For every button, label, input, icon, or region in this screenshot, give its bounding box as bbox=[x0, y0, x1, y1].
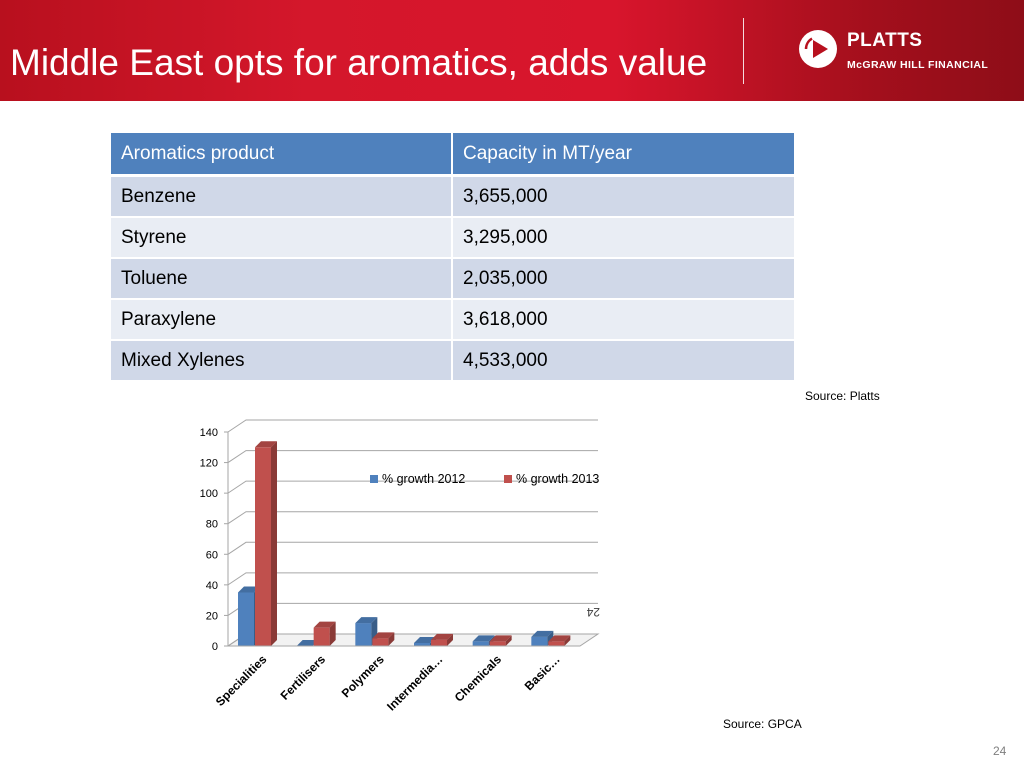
bar-top bbox=[489, 635, 512, 642]
y-tick-label: 140 bbox=[200, 427, 218, 439]
bar-top bbox=[313, 621, 336, 628]
x-tick-label: Specialities bbox=[213, 652, 270, 709]
bar-front bbox=[238, 592, 254, 646]
bar-2013 bbox=[313, 621, 336, 646]
y-tick-label: 20 bbox=[206, 610, 218, 622]
header-divider bbox=[743, 18, 744, 84]
table-cell: 2,035,000 bbox=[452, 258, 794, 300]
mirrored-annotation: 24 bbox=[586, 605, 600, 619]
bar-top bbox=[238, 586, 260, 593]
bar-top bbox=[255, 441, 277, 448]
gridline bbox=[227, 450, 598, 463]
bar-top bbox=[548, 635, 571, 642]
gridline bbox=[227, 541, 598, 555]
table-cell: Mixed Xylenes bbox=[111, 340, 453, 382]
y-tick-label: 100 bbox=[200, 488, 218, 500]
bar-front bbox=[548, 641, 565, 646]
y-tick-label: 0 bbox=[212, 641, 218, 653]
chart-legend: % growth 2012 % growth 2013 bbox=[370, 472, 599, 486]
legend-label: % growth 2012 bbox=[382, 472, 465, 486]
table-cell: 4,533,000 bbox=[452, 340, 794, 382]
bar-front bbox=[355, 623, 372, 646]
table-cell: Toluene bbox=[111, 258, 453, 300]
gridline bbox=[227, 602, 598, 616]
bar-side bbox=[505, 635, 512, 646]
play-icon bbox=[799, 30, 837, 68]
table-cell: 3,618,000 bbox=[452, 299, 794, 341]
header-banner bbox=[0, 0, 1024, 101]
y-tick-label: 120 bbox=[200, 458, 218, 470]
table-header-row: Aromatics product Capacity in MT/year bbox=[111, 133, 794, 177]
bar-front bbox=[372, 638, 389, 646]
bar-top bbox=[431, 633, 453, 640]
bar-top bbox=[531, 630, 554, 637]
table-cell: Benzene bbox=[111, 175, 453, 218]
bar-side bbox=[564, 635, 571, 646]
growth-bar-chart: 0 20 40 60 80 100 120 140 Specialities Fertiliser… bbox=[200, 419, 600, 714]
bar-front bbox=[255, 447, 271, 646]
table-source: Source: Platts bbox=[805, 389, 880, 403]
legend-swatch bbox=[504, 475, 512, 483]
legend-swatch bbox=[370, 475, 378, 483]
x-tick-label: Fertilisers bbox=[278, 652, 329, 703]
y-tick-label: 80 bbox=[206, 519, 218, 531]
logo-subtitle: McGRAW HILL FINANCIAL bbox=[847, 59, 989, 71]
legend-label: % growth 2013 bbox=[516, 472, 599, 486]
column-header: Aromatics product bbox=[111, 133, 453, 177]
table-cell: Styrene bbox=[111, 217, 453, 259]
table-cell: 3,655,000 bbox=[452, 175, 794, 218]
x-tick-label: Chemicals bbox=[452, 652, 505, 705]
table-row: Benzene 3,655,000 bbox=[111, 175, 794, 218]
gridline bbox=[227, 572, 598, 586]
table-row: Toluene 2,035,000 bbox=[111, 258, 794, 300]
gridline bbox=[227, 511, 598, 525]
bar-side bbox=[388, 632, 395, 646]
bar-top bbox=[372, 632, 395, 639]
page-number: 24 bbox=[993, 744, 1007, 758]
table-cell: Paraxylene bbox=[111, 299, 453, 341]
bar-2013 bbox=[489, 635, 512, 646]
bar-side bbox=[447, 633, 453, 646]
gridline bbox=[227, 419, 598, 433]
table-row: Styrene 3,295,000 bbox=[111, 217, 794, 259]
bar-front bbox=[414, 642, 430, 646]
bar-front bbox=[313, 627, 330, 646]
bar-top bbox=[472, 635, 495, 642]
bar-front bbox=[431, 639, 447, 646]
bar-side bbox=[271, 441, 277, 646]
bar-front bbox=[489, 641, 506, 646]
bar-2013 bbox=[548, 635, 571, 646]
table-row: Paraxylene 3,618,000 bbox=[111, 299, 794, 341]
bar-front bbox=[472, 641, 489, 646]
gridline bbox=[227, 480, 598, 494]
y-tick-label: 40 bbox=[206, 580, 218, 592]
x-tick-label: Polymers bbox=[339, 652, 387, 700]
bar-2013 bbox=[431, 633, 453, 646]
table-cell: 3,295,000 bbox=[452, 217, 794, 259]
column-header: Capacity in MT/year bbox=[452, 133, 794, 177]
bar-top bbox=[296, 640, 319, 646]
capacity-table: Aromatics product Capacity in MT/year Be… bbox=[111, 133, 794, 382]
y-tick-label: 60 bbox=[206, 549, 218, 561]
x-tick-label: Intermedia… bbox=[384, 652, 445, 713]
x-tick-label: Basic… bbox=[522, 652, 563, 693]
bar-top bbox=[355, 617, 378, 624]
bar-2013 bbox=[372, 632, 395, 646]
bar-top bbox=[414, 636, 436, 643]
bar-front bbox=[531, 636, 548, 646]
chart-source: Source: GPCA bbox=[723, 717, 802, 731]
bar-side bbox=[329, 621, 336, 646]
table-row: Mixed Xylenes 4,533,000 bbox=[111, 340, 794, 382]
slide-title: Middle East opts for aromatics, adds val… bbox=[10, 42, 708, 83]
logo-name: PLATTS bbox=[847, 30, 923, 51]
bar-2013 bbox=[255, 441, 277, 646]
bar-2012 bbox=[355, 617, 378, 646]
